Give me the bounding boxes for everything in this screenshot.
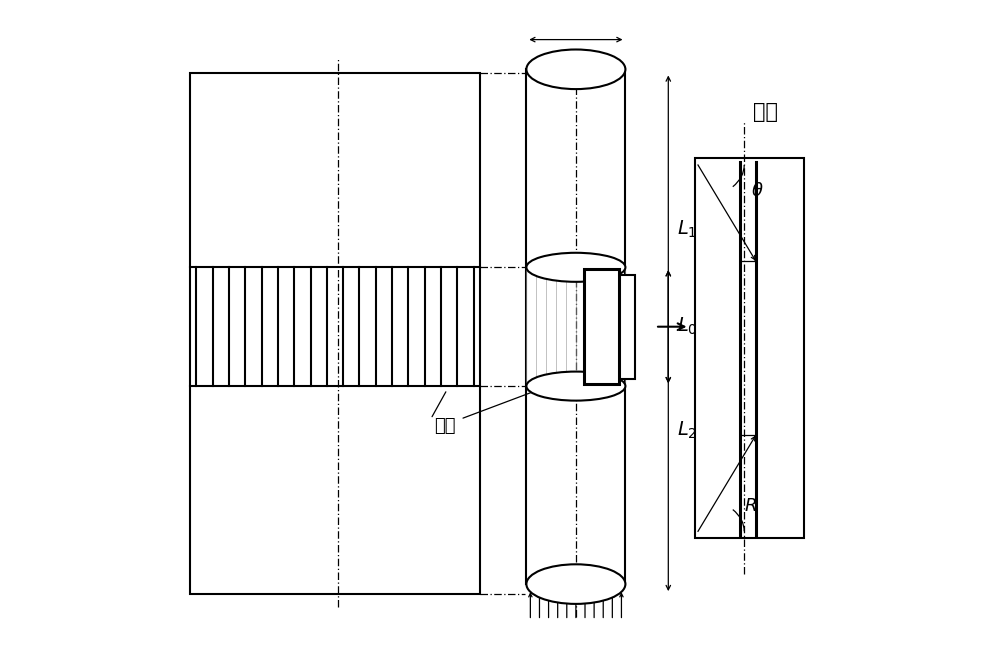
Text: $L_0$: $L_0$ (677, 316, 697, 337)
Bar (190, 73, 480, 594)
Ellipse shape (526, 253, 625, 282)
Bar (594, 275, 635, 379)
Bar (695, 158, 804, 538)
Text: 单元: 单元 (753, 102, 778, 122)
Text: $L_1$: $L_1$ (677, 218, 697, 240)
Ellipse shape (526, 564, 625, 604)
Ellipse shape (526, 372, 625, 401)
Text: 切口: 切口 (434, 416, 456, 435)
Text: $D$: $D$ (571, 54, 587, 72)
Bar (584, 269, 619, 384)
Text: $\theta$: $\theta$ (751, 182, 763, 199)
Text: $R$: $R$ (744, 497, 757, 515)
Ellipse shape (526, 50, 625, 89)
Text: $L_2$: $L_2$ (677, 420, 697, 442)
